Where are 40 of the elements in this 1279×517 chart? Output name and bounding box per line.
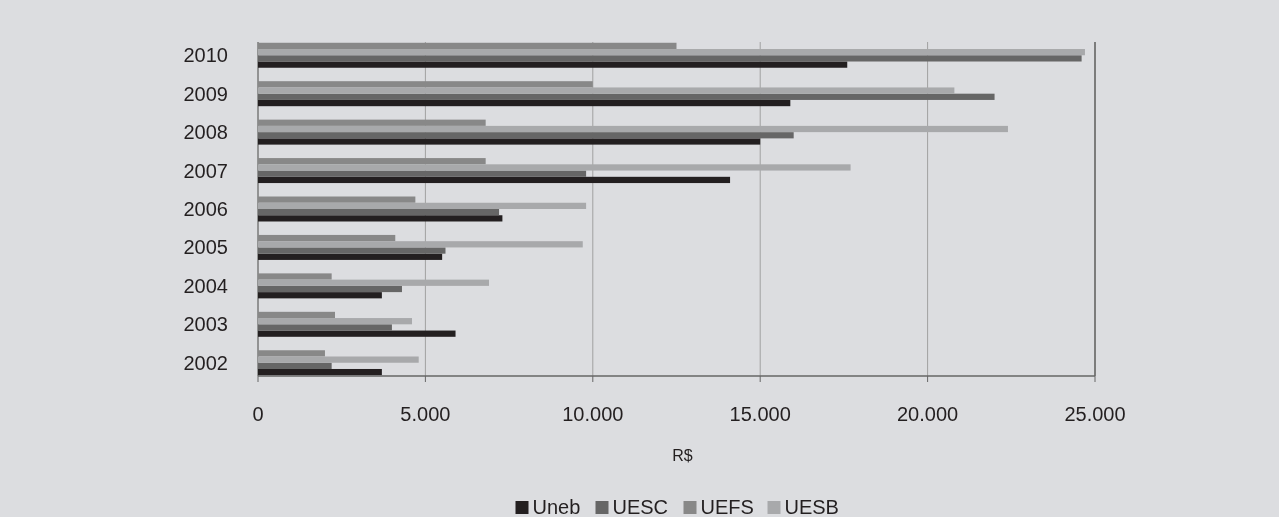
x-axis-title: R$ <box>672 447 693 464</box>
bar <box>258 158 486 165</box>
bar <box>258 311 335 319</box>
y-tick-label: 2005 <box>183 236 228 259</box>
bar <box>258 81 593 88</box>
bar <box>258 330 456 337</box>
y-tick-label: 2002 <box>183 351 228 374</box>
y-tick-label: 2007 <box>183 159 228 182</box>
bar <box>258 138 761 145</box>
y-tick-label: 2009 <box>183 82 228 105</box>
bar <box>258 292 382 299</box>
legend-label: Uneb <box>532 496 581 517</box>
bar <box>258 42 677 50</box>
legend-label: UEFS <box>700 496 754 517</box>
x-tick-label: 0 <box>252 403 264 425</box>
x-tick-label: 5.000 <box>400 403 451 425</box>
legend-label: UESC <box>612 496 669 517</box>
y-tick-label: 2004 <box>183 274 228 297</box>
bar <box>258 215 503 222</box>
y-tick-label: 2008 <box>183 121 228 144</box>
bar <box>258 273 332 280</box>
bar <box>258 99 791 107</box>
x-tick-label: 15.000 <box>729 403 791 425</box>
bar <box>258 318 413 325</box>
bar <box>258 119 486 126</box>
bar <box>258 356 419 363</box>
legend-label: UESB <box>784 496 839 517</box>
bar <box>258 253 443 260</box>
bar <box>258 196 416 203</box>
bar <box>258 350 325 357</box>
bar <box>258 61 848 68</box>
y-tick-label: 2010 <box>183 44 228 67</box>
y-tick-label: 2003 <box>183 313 228 336</box>
x-tick-label: 10.000 <box>562 403 624 425</box>
x-tick-label: 20.000 <box>897 403 959 425</box>
x-tick-label: 25.000 <box>1064 403 1126 425</box>
y-tick-label: 2006 <box>183 198 228 220</box>
bar <box>258 234 396 242</box>
bar <box>258 176 731 184</box>
bar <box>258 368 382 376</box>
